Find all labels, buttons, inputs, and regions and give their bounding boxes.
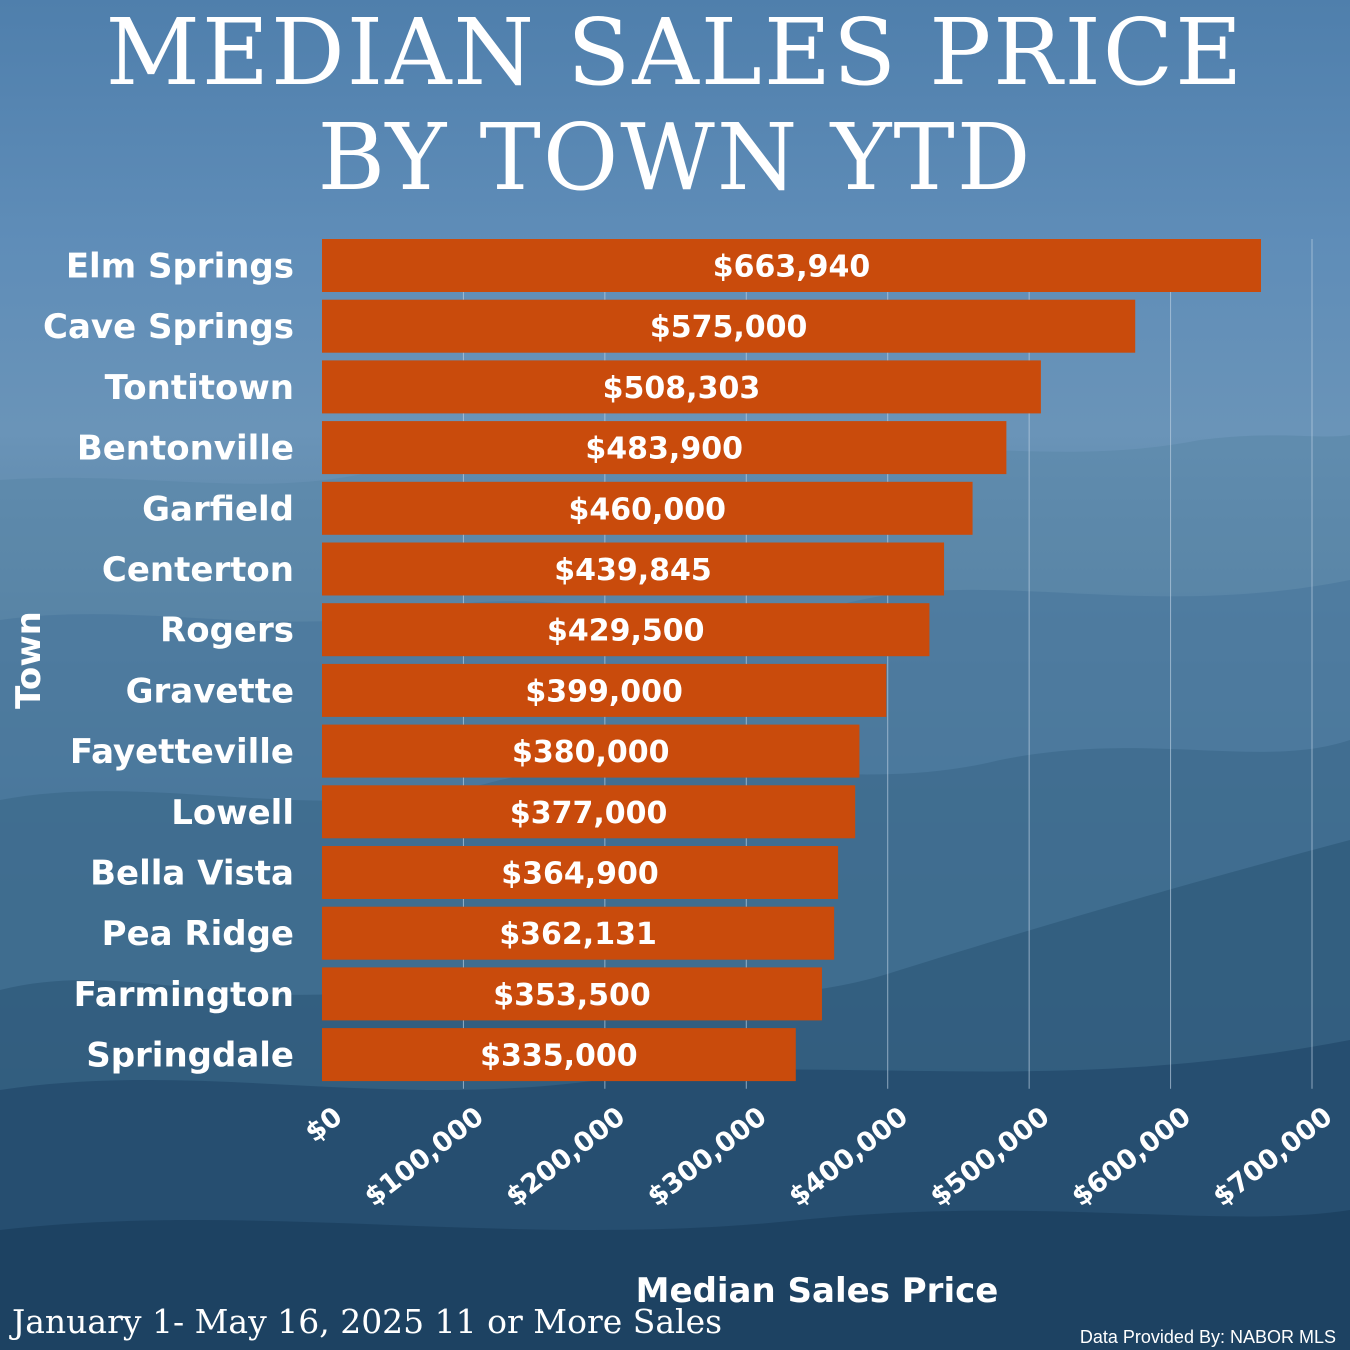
value-label-tontitown: $508,303 bbox=[603, 371, 761, 406]
tick-label-100-000: $100,000 bbox=[359, 1101, 490, 1213]
tick-label-500-000: $500,000 bbox=[925, 1101, 1056, 1213]
value-label-fayetteville: $380,000 bbox=[512, 735, 670, 770]
value-label-springdale: $335,000 bbox=[480, 1039, 638, 1074]
value-label-bentonville: $483,900 bbox=[585, 432, 743, 467]
town-labels: Elm Springs Cave Springs Tontitown Bentonvi… bbox=[43, 247, 294, 1076]
town-label-garfield: Garfield bbox=[142, 489, 294, 529]
town-label-bella-vista: Bella Vista bbox=[90, 854, 294, 894]
x-axis-tick-labels: $0 $100,000 $200,000 $300,000 $400,000 $500,0… bbox=[300, 1101, 1339, 1213]
town-label-tontitown: Tontitown bbox=[105, 368, 294, 408]
value-label-pea-ridge: $362,131 bbox=[499, 917, 657, 952]
y-axis-title: Town bbox=[9, 611, 49, 709]
x-axis-title: Median Sales Price bbox=[636, 1271, 999, 1311]
tick-label-0: $0 bbox=[300, 1101, 349, 1149]
value-label-cave-springs: $575,000 bbox=[650, 310, 808, 345]
value-label-gravette: $399,000 bbox=[525, 674, 683, 709]
tick-label-700-000: $700,000 bbox=[1208, 1101, 1339, 1213]
bar-bentonville bbox=[322, 421, 1007, 475]
bars bbox=[322, 239, 1262, 1082]
tick-label-600-000: $600,000 bbox=[1066, 1101, 1197, 1213]
value-label-rogers: $429,500 bbox=[547, 614, 705, 649]
value-label-farmington: $353,500 bbox=[493, 978, 651, 1013]
bar-lowell bbox=[322, 785, 856, 839]
tick-label-200-000: $200,000 bbox=[500, 1101, 631, 1213]
town-label-cave-springs: Cave Springs bbox=[43, 307, 294, 347]
chart-title-line-2: BY TOWN YTD bbox=[317, 104, 1033, 211]
bar-elm-springs bbox=[322, 239, 1262, 292]
bar-farmington bbox=[322, 967, 822, 1021]
hill-layer-6 bbox=[0, 1210, 1350, 1350]
date-range-note: January 1- May 16, 2025 11 or More Sales bbox=[12, 1302, 723, 1341]
tick-label-400-000: $400,000 bbox=[783, 1101, 914, 1213]
bar-springdale bbox=[322, 1028, 796, 1082]
value-label-centerton: $439,845 bbox=[554, 553, 712, 588]
value-label-bella-vista: $364,900 bbox=[501, 857, 659, 892]
bar-fayetteville bbox=[322, 724, 860, 778]
chart-title-line-1: MEDIAN SALES PRICE bbox=[105, 0, 1245, 106]
bar-gravette bbox=[322, 663, 887, 717]
tick-label-300-000: $300,000 bbox=[642, 1101, 773, 1213]
town-label-lowell: Lowell bbox=[171, 793, 294, 833]
value-label-elm-springs: $663,940 bbox=[713, 250, 871, 285]
data-source-credit: Data Provided By: NABOR MLS bbox=[1079, 1327, 1336, 1347]
value-label-lowell: $377,000 bbox=[510, 796, 668, 831]
bar-rogers bbox=[322, 603, 930, 657]
value-labels: $663,940 $575,000 $508,303 $483,900 $460,000… bbox=[480, 250, 870, 1074]
town-label-bentonville: Bentonville bbox=[77, 429, 294, 469]
bar-tontitown bbox=[322, 360, 1041, 414]
town-label-elm-springs: Elm Springs bbox=[66, 247, 294, 287]
bar-cave-springs bbox=[322, 299, 1136, 353]
town-label-rogers: Rogers bbox=[160, 611, 294, 651]
bar-centerton bbox=[322, 542, 945, 596]
town-label-fayetteville: Fayetteville bbox=[70, 732, 294, 772]
town-label-springdale: Springdale bbox=[86, 1036, 294, 1076]
value-label-garfield: $460,000 bbox=[569, 492, 727, 527]
town-label-farmington: Farmington bbox=[74, 975, 294, 1015]
bar-bella-vista bbox=[322, 846, 839, 899]
town-label-gravette: Gravette bbox=[126, 671, 294, 711]
town-label-centerton: Centerton bbox=[102, 550, 294, 590]
town-label-pea-ridge: Pea Ridge bbox=[102, 914, 294, 954]
bar-garfield bbox=[322, 481, 973, 535]
bar-pea-ridge bbox=[322, 906, 835, 960]
